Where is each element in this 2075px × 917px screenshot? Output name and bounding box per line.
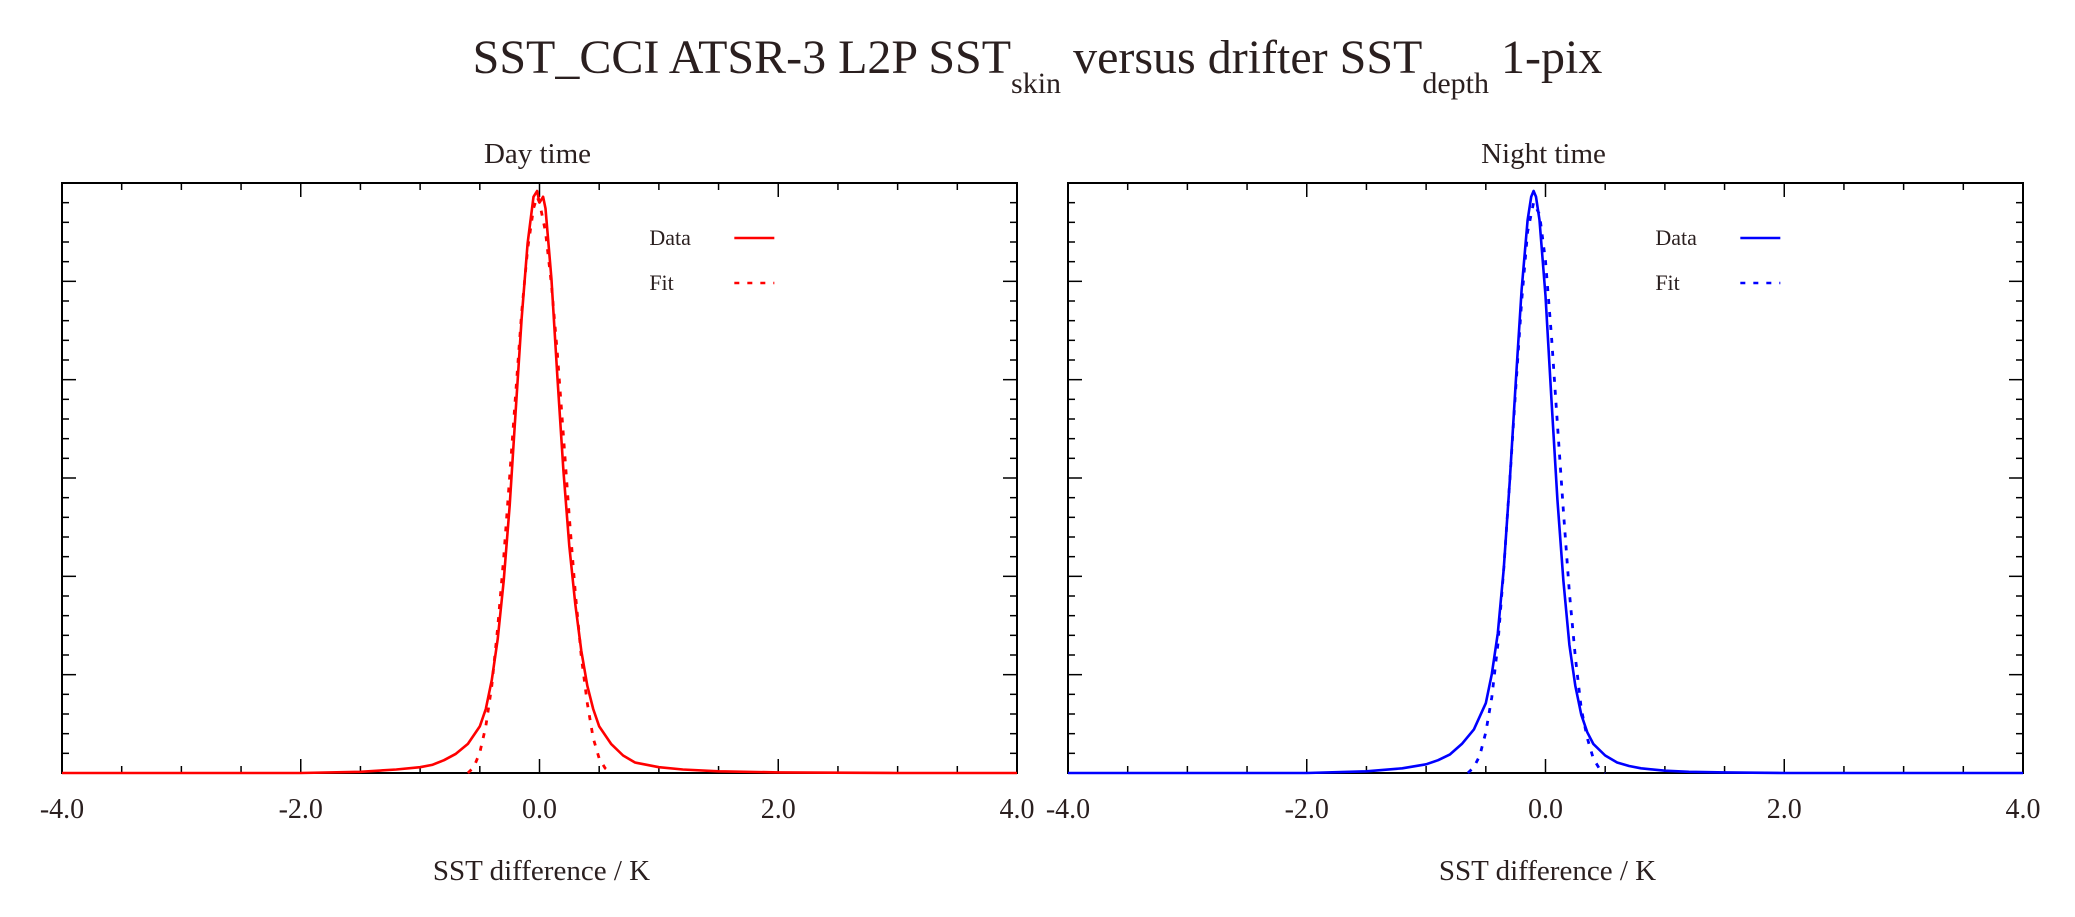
day-plot-frame bbox=[61, 182, 1018, 774]
day-x-tick-label: 4.0 bbox=[1000, 794, 1035, 825]
night-x-tick-label: 0.0 bbox=[1528, 794, 1563, 825]
night-legend-label: Fit bbox=[1655, 270, 1679, 295]
figure-title-sub-depth: depth bbox=[1422, 67, 1490, 100]
day-series-fit bbox=[466, 195, 612, 775]
night-x-tick-label: 2.0 bbox=[1767, 794, 1802, 825]
night-plot-frame bbox=[1067, 182, 2024, 774]
day-x-axis-label: SST difference / K bbox=[433, 855, 650, 887]
night-x-tick-label: -4.0 bbox=[1046, 794, 1090, 825]
night-series-fit bbox=[1466, 201, 1607, 775]
day-series-data bbox=[62, 189, 1017, 775]
day-x-tick-label: 2.0 bbox=[761, 794, 796, 825]
day-legend-label: Data bbox=[649, 225, 691, 250]
figure-title-part2: versus drifter SST bbox=[1061, 31, 1423, 84]
day-x-tick-label: -4.0 bbox=[40, 794, 84, 825]
night-x-tick-label: 4.0 bbox=[2006, 794, 2041, 825]
figure-title-part3: 1-pix bbox=[1489, 31, 1603, 84]
night-x-axis-label: SST difference / K bbox=[1439, 855, 1656, 887]
figure-title-sub-skin: skin bbox=[1011, 67, 1062, 100]
night-subplot-title: Night time bbox=[1481, 138, 1606, 170]
day-legend-label: Fit bbox=[649, 270, 673, 295]
night-panel: -4.0 -2.0 0.0 2.0 4.0 Night time SST differenc… bbox=[1046, 138, 2041, 887]
night-x-tick-label: -2.0 bbox=[1285, 794, 1329, 825]
day-panel: -4.0 -2.0 0.0 2.0 4.0 Day time SST difference … bbox=[40, 138, 1035, 887]
day-x-tick-label: -2.0 bbox=[279, 794, 323, 825]
night-legend-label: Data bbox=[1655, 225, 1697, 250]
day-subplot-title: Day time bbox=[484, 138, 591, 170]
figure-title-part1: SST_CCI ATSR-3 L2P SST bbox=[472, 31, 1012, 84]
day-x-tick-label: 0.0 bbox=[522, 794, 557, 825]
night-series-data bbox=[1068, 189, 2023, 775]
figure-title: SST_CCI ATSR-3 L2P SSTskin versus drifte… bbox=[0, 28, 2075, 99]
